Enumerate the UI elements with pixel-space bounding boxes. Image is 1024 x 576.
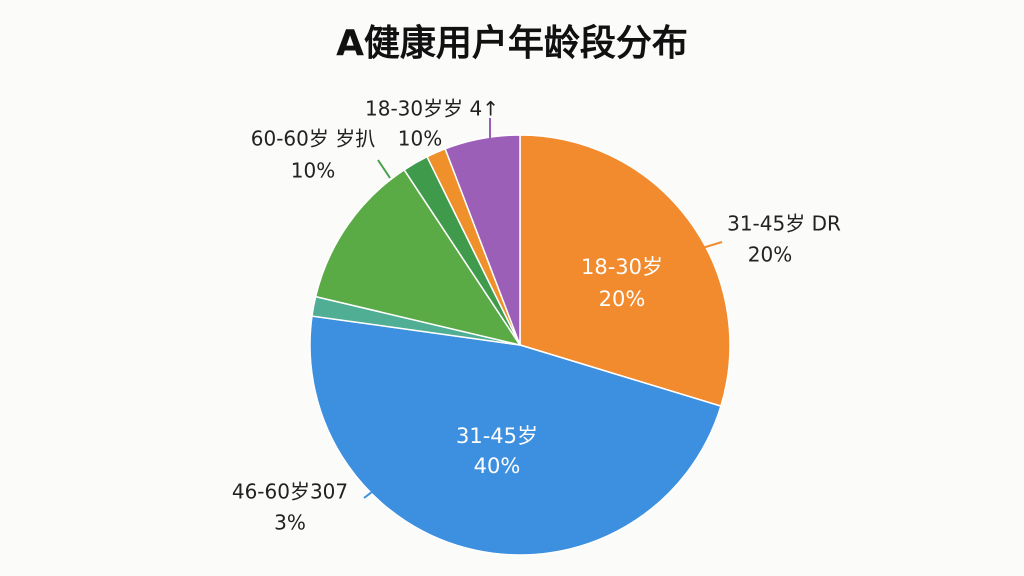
annotation: 10% bbox=[291, 159, 335, 183]
annotation: 18-30岁岁 4↑ bbox=[365, 97, 499, 121]
annotation: 10% bbox=[398, 127, 442, 151]
annotation: 20% bbox=[748, 243, 792, 267]
leader-line bbox=[675, 241, 723, 257]
chart-title: A健康用户年龄段分布 bbox=[336, 22, 688, 64]
annotation: 3% bbox=[274, 511, 306, 535]
annotation: 46-60岁307 bbox=[232, 480, 348, 504]
leader-line bbox=[363, 471, 399, 499]
slice-label: 31-45岁 bbox=[456, 424, 538, 448]
annotation: 40% bbox=[474, 454, 521, 478]
annotation: 60-60岁 岁扒 bbox=[251, 127, 375, 151]
pie bbox=[309, 134, 731, 556]
leader-lines bbox=[363, 118, 723, 499]
annotation: 31-45岁 DR bbox=[727, 212, 841, 236]
slice-label: 18-30岁 bbox=[581, 255, 663, 279]
annotation: 20% bbox=[599, 287, 646, 311]
pie-slice bbox=[314, 168, 522, 347]
pie-slice bbox=[519, 134, 731, 408]
pie-slice bbox=[444, 134, 521, 346]
pie-slice bbox=[309, 315, 722, 556]
leader-line bbox=[377, 159, 391, 179]
